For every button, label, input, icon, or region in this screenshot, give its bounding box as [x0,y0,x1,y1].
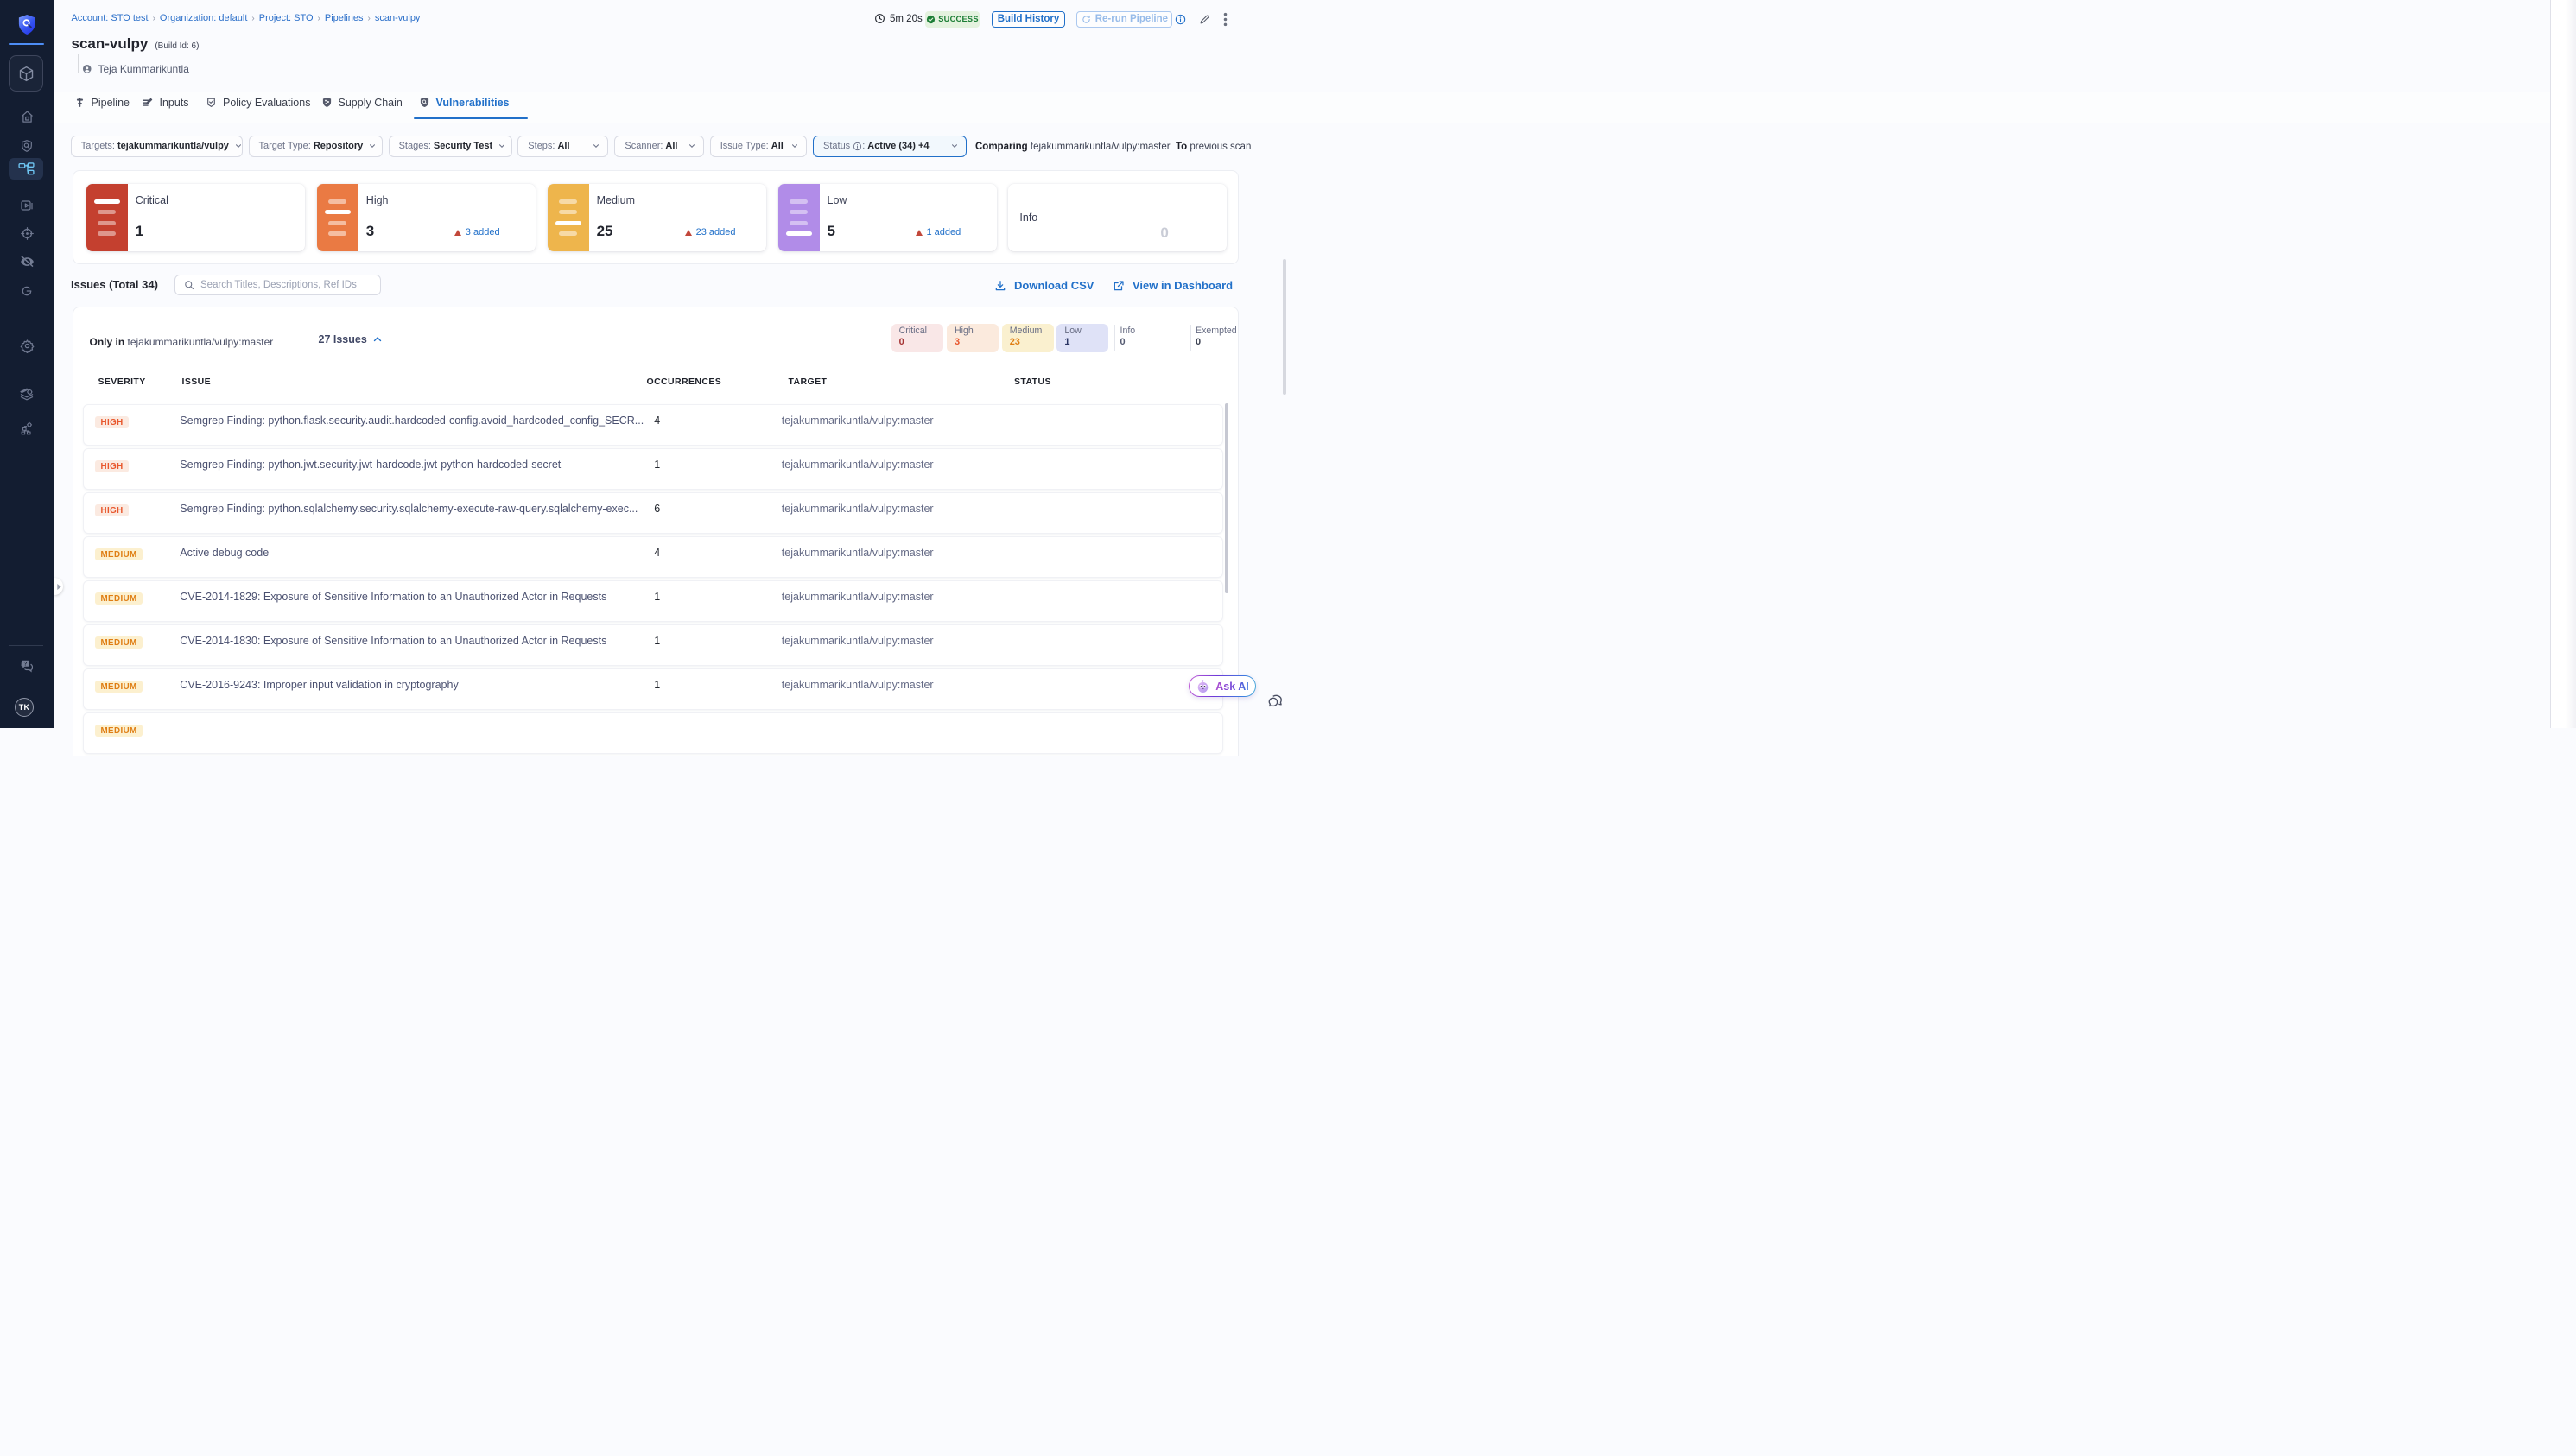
svg-text:?: ? [23,661,27,667]
